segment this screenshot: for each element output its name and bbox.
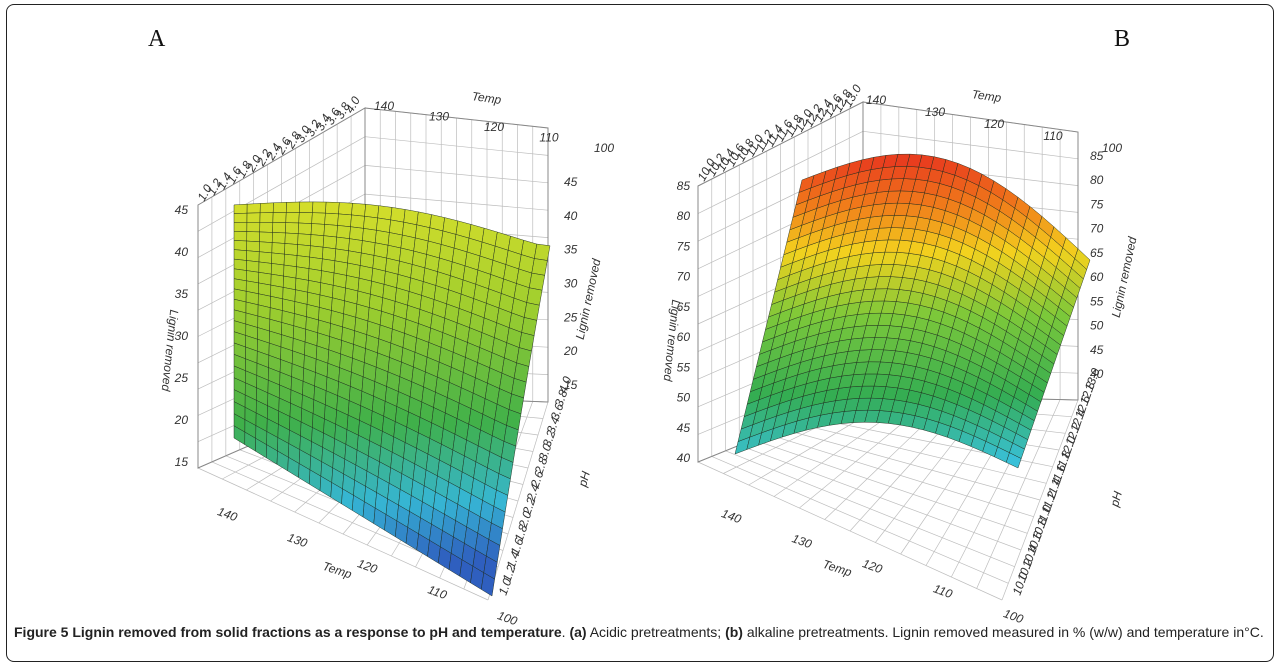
- z-tick-label-right: 60: [1090, 270, 1104, 284]
- z-tick-label-left: 30: [175, 329, 189, 343]
- y-tick-label: 2.0: [515, 509, 534, 531]
- z-tick-label-right: 70: [1090, 222, 1104, 236]
- z-tick-label-right: 35: [564, 243, 578, 257]
- x-tick-label-top: 130: [925, 105, 945, 119]
- y-tick-label: 1.0: [496, 576, 515, 597]
- z-tick-label-left: 40: [175, 245, 189, 259]
- z-tick-label-right: 20: [563, 344, 578, 358]
- x-axis-title-bottom: Temp: [321, 559, 354, 582]
- z-axis-title-right: Lignin removed: [1109, 235, 1140, 318]
- z-tick-label-left: 40: [677, 451, 691, 465]
- response-surface: [233, 201, 551, 597]
- caption-b-text: alkaline pretreatments. Lignin removed m…: [742, 624, 1264, 640]
- y-tick-label: 3.4: [544, 415, 563, 436]
- z-tick-label-left: 25: [174, 371, 189, 385]
- x-axis-title-top: Temp: [471, 89, 503, 107]
- y-tick-label: 3.8: [552, 388, 571, 409]
- z-tick-label-right: 65: [1090, 246, 1104, 260]
- y-tick-label: 1.6: [508, 536, 527, 557]
- z-tick-label-right: 30: [564, 277, 578, 291]
- chart-a: 140 130 120 110 100 140 130 120 110 100 15 15 20 20 25…: [159, 89, 615, 628]
- y-axis-title: pH: [1107, 489, 1125, 509]
- caption-a-text: Acidic pretreatments;: [586, 624, 726, 640]
- x-tick-label-top: 110: [1043, 129, 1062, 143]
- x-axis-title-top: Temp: [971, 87, 1003, 105]
- panel-a-label: A: [148, 26, 166, 52]
- y-axis-title: pH: [575, 469, 593, 489]
- caption-title: Figure 5 Lignin removed from solid fract…: [14, 624, 562, 640]
- y-tick-label: 4.0: [556, 374, 575, 395]
- z-tick-label-right: 40: [564, 209, 578, 223]
- y-tick-label: 3.6: [548, 401, 567, 422]
- y-tick-label-top: 13.0: [840, 82, 864, 110]
- z-tick-label-left: 80: [677, 209, 691, 223]
- figure-frame: [6, 4, 1274, 662]
- z-tick-label-right: 15: [564, 378, 578, 392]
- z-tick-label-left: 60: [677, 330, 691, 344]
- caption-b-tag: (b): [725, 624, 743, 640]
- y-tick-label: 1.8: [512, 522, 531, 543]
- x-tick-label-bottom: 100: [1002, 606, 1026, 626]
- z-tick-label-left: 65: [677, 300, 691, 314]
- z-tick-label-left: 55: [677, 360, 691, 374]
- y-tick-label: 2.4: [523, 482, 542, 504]
- x-tick-label-bottom: 120: [861, 556, 885, 576]
- z-tick-label-right: 45: [1090, 343, 1104, 357]
- z-tick-label-left: 20: [174, 413, 189, 427]
- z-tick-label-left: 75: [677, 239, 691, 253]
- x-tick-label-bottom: 140: [216, 504, 240, 524]
- panel-b-label: B: [1114, 26, 1131, 52]
- z-axis-title-right: Lignin removed: [573, 257, 604, 340]
- x-tick-label-bottom: 130: [286, 530, 310, 550]
- x-tick-label-bottom: 110: [931, 581, 954, 601]
- x-tick-label-top: 130: [429, 110, 449, 124]
- z-tick-label-right: 45: [564, 175, 578, 189]
- response-surface: [734, 153, 1091, 469]
- y-tick-label: 2.2: [519, 495, 538, 517]
- chart-b: 140 130 120 110 100 140 130 120 110 100 40 40 45 45 50…: [661, 82, 1140, 626]
- y-tick-label: 2.6: [527, 469, 546, 491]
- figure-caption: Figure 5 Lignin removed from solid fract…: [14, 622, 1264, 642]
- z-tick-label-left: 70: [677, 270, 691, 284]
- z-tick-label-right: 85: [1090, 149, 1104, 163]
- z-tick-label-right: 75: [1090, 197, 1104, 211]
- y-tick-label: 3.0: [536, 442, 555, 463]
- z-tick-label-left: 15: [175, 455, 189, 469]
- x-tick-label-bottom: 140: [720, 506, 744, 526]
- z-tick-label-right: 55: [1090, 294, 1104, 308]
- z-tick-label-right: 50: [1090, 319, 1104, 333]
- x-axis-title-bottom: Temp: [821, 557, 854, 580]
- x-tick-label-bottom: 110: [426, 582, 449, 602]
- z-tick-label-left: 50: [677, 391, 691, 405]
- caption-a-tag: (a): [569, 624, 587, 640]
- x-tick-label-top: 100: [1102, 141, 1122, 155]
- x-tick-label-top: 140: [866, 93, 886, 107]
- z-tick-label-right: 40: [1090, 367, 1104, 381]
- x-tick-label-top: 100: [594, 141, 614, 155]
- y-tick-label: 13.0: [1082, 366, 1103, 393]
- y-tick-label: 3.2: [540, 428, 559, 449]
- x-tick-label-top: 120: [484, 120, 504, 134]
- y-tick-label: 2.8: [531, 455, 550, 477]
- z-tick-label-right: 25: [563, 310, 578, 324]
- y-tick-label: 1.4: [504, 549, 523, 570]
- z-tick-label-right: 80: [1090, 173, 1104, 187]
- y-tick-label: 1.2: [500, 563, 519, 584]
- z-tick-label-left: 35: [175, 287, 189, 301]
- caption-after-title: .: [561, 624, 570, 640]
- x-tick-label-top: 120: [984, 117, 1004, 131]
- x-tick-label-top: 140: [374, 99, 394, 113]
- x-tick-label-bottom: 120: [356, 556, 380, 576]
- z-tick-label-left: 45: [175, 203, 189, 217]
- z-tick-label-left: 85: [677, 179, 691, 193]
- x-tick-label-top: 110: [539, 131, 558, 145]
- x-tick-label-bottom: 130: [790, 531, 814, 551]
- x-tick-label-bottom: 100: [496, 608, 520, 628]
- z-tick-label-left: 45: [677, 421, 691, 435]
